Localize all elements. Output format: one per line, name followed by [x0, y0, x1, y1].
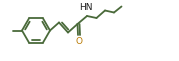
Text: O: O [76, 38, 83, 46]
Text: HN: HN [79, 3, 93, 12]
